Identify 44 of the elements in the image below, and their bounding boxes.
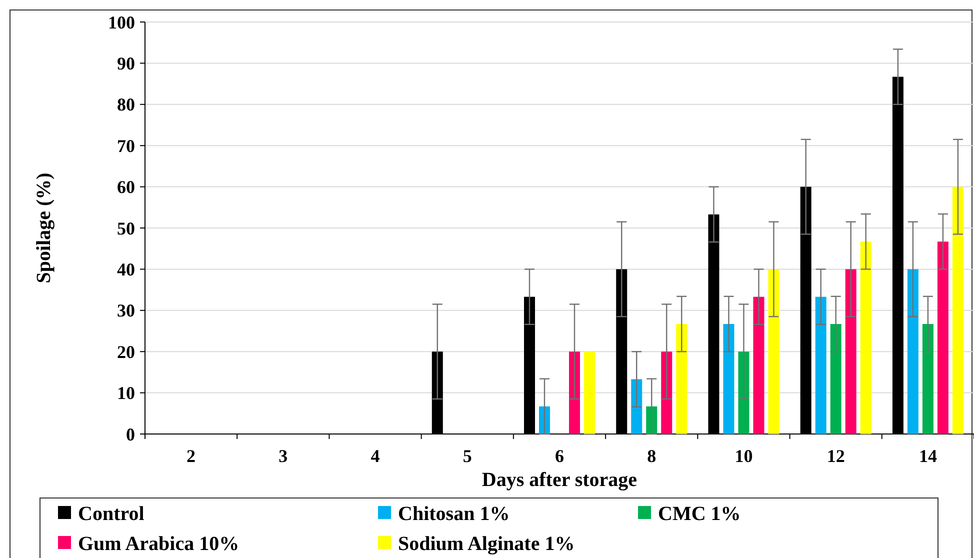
- bar: [768, 269, 780, 434]
- bar: [723, 324, 734, 434]
- x-tick-label: 3: [278, 446, 288, 466]
- x-tick-label: 5: [462, 446, 472, 466]
- bar: [952, 186, 964, 434]
- legend-label: Sodium Alginate 1%: [398, 533, 575, 555]
- bar: [845, 269, 856, 434]
- bar: [815, 296, 826, 434]
- bar: [676, 324, 688, 434]
- y-tick-label: 100: [108, 12, 135, 32]
- x-tick-label: 14: [918, 446, 937, 466]
- y-tick-label: 80: [117, 94, 135, 115]
- bar: [907, 269, 918, 434]
- y-tick-label: 30: [117, 300, 135, 321]
- bar: [738, 352, 750, 434]
- bar: [830, 324, 842, 434]
- bar: [753, 296, 764, 434]
- y-tick-label: 10: [117, 383, 135, 404]
- x-tick-label: 4: [370, 446, 380, 466]
- x-tick-label: 12: [826, 446, 845, 466]
- y-tick-label: 60: [117, 177, 135, 198]
- legend-label: Gum Arabica 10%: [78, 533, 240, 555]
- bar: [661, 352, 672, 434]
- bar: [631, 379, 642, 434]
- x-tick-label: 8: [647, 446, 656, 466]
- legend-label: CMC 1%: [658, 503, 741, 525]
- y-tick-label: 90: [117, 54, 135, 74]
- y-axis-title: Spoilage (%): [33, 172, 55, 284]
- bar: [584, 352, 595, 434]
- x-tick-label: 2: [186, 446, 196, 466]
- bar: [937, 242, 948, 434]
- bar: [922, 324, 934, 434]
- legend-label: Control: [78, 503, 145, 525]
- x-tick-label: 6: [555, 446, 564, 466]
- bar: [569, 352, 580, 434]
- legend-label: Chitosan 1%: [398, 503, 510, 525]
- x-tick-label: 10: [734, 446, 753, 466]
- x-axis-title: Days after storage: [482, 469, 638, 491]
- y-tick-label: 70: [117, 136, 135, 156]
- y-tick-label: 0: [126, 424, 135, 444]
- y-tick-label: 40: [117, 260, 135, 280]
- bar: [860, 242, 872, 434]
- y-tick-label: 20: [117, 342, 135, 362]
- y-tick-label: 50: [117, 218, 135, 238]
